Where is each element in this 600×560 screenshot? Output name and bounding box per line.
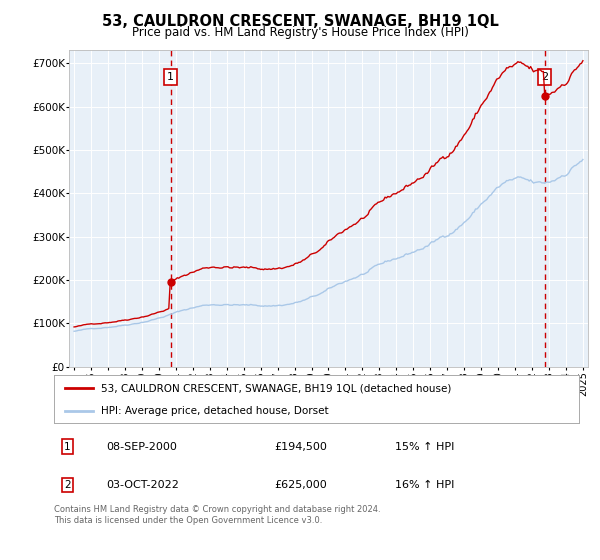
Text: £625,000: £625,000 xyxy=(275,480,327,490)
Text: 1: 1 xyxy=(167,72,174,82)
Text: 03-OCT-2022: 03-OCT-2022 xyxy=(107,480,179,490)
Text: 16% ↑ HPI: 16% ↑ HPI xyxy=(395,480,455,490)
Text: HPI: Average price, detached house, Dorset: HPI: Average price, detached house, Dors… xyxy=(101,406,329,416)
Text: Contains HM Land Registry data © Crown copyright and database right 2024.
This d: Contains HM Land Registry data © Crown c… xyxy=(54,505,380,525)
Text: Price paid vs. HM Land Registry's House Price Index (HPI): Price paid vs. HM Land Registry's House … xyxy=(131,26,469,39)
Text: £194,500: £194,500 xyxy=(275,442,328,451)
Text: 2: 2 xyxy=(541,72,548,82)
Text: 1: 1 xyxy=(64,442,70,451)
Text: 53, CAULDRON CRESCENT, SWANAGE, BH19 1QL (detached house): 53, CAULDRON CRESCENT, SWANAGE, BH19 1QL… xyxy=(101,383,452,393)
Text: 53, CAULDRON CRESCENT, SWANAGE, BH19 1QL: 53, CAULDRON CRESCENT, SWANAGE, BH19 1QL xyxy=(101,14,499,29)
Text: 15% ↑ HPI: 15% ↑ HPI xyxy=(395,442,455,451)
Text: 2: 2 xyxy=(64,480,70,490)
Text: 08-SEP-2000: 08-SEP-2000 xyxy=(107,442,178,451)
